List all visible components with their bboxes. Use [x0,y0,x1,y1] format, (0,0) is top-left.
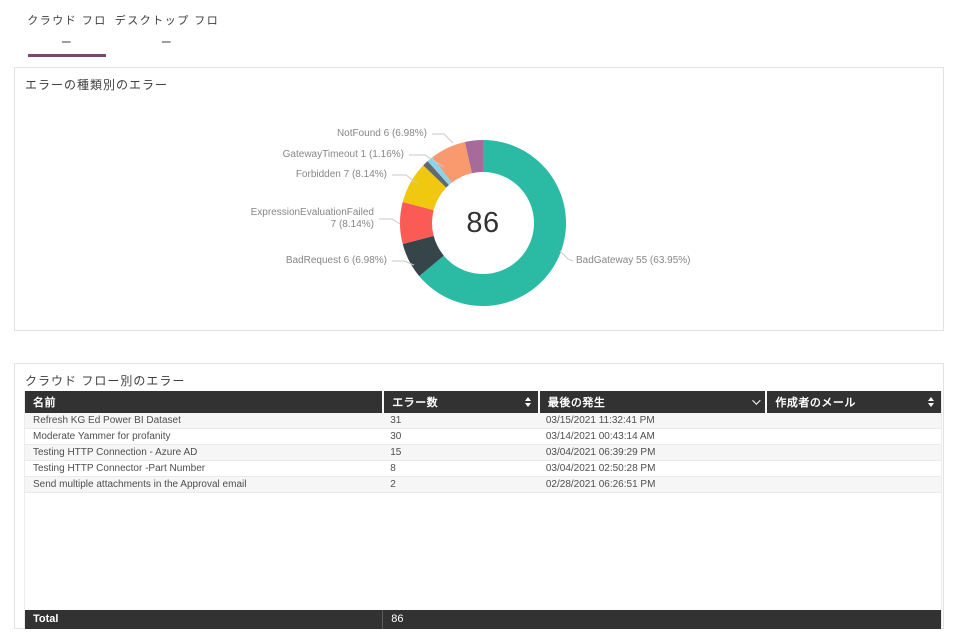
column-header-creator-email[interactable]: 作成者のメール [765,391,941,413]
donut-callout-label: GatewayTimeout 1 (1.16%) [282,149,404,160]
cell-name: Testing HTTP Connection - Azure AD [33,447,198,458]
label-leader-line [392,260,415,266]
chart-card-title: エラーの種類別のエラー [25,78,169,92]
cell-name: Moderate Yammer for profanity [33,431,171,442]
tab-desktop-flows[interactable]: デスクトップ フロー [114,15,220,49]
tab-cloud-flows[interactable]: クラウド フロー [27,15,107,49]
column-header-label: エラー数 [392,397,439,409]
errors-table: 名前 エラー数 最後の発生 作成者のメール Refresh KG Ed Power B… [24,391,942,629]
sort-arrows-icon[interactable] [524,397,531,407]
donut-segment-unlabeled-2[interactable] [464,140,483,174]
cell-creator-email [765,461,941,476]
cell-errors: 30 [390,431,402,442]
table-total-row: Total 86 [25,610,941,629]
cell-creator-email [765,445,941,460]
table-row[interactable]: Testing HTTP Connection - Azure AD 15 03/0… [25,445,941,461]
donut-center-total: 86 [466,207,500,239]
cell-errors: 8 [390,463,396,474]
active-tab-indicator [28,54,106,57]
label-leader-line [379,218,401,225]
column-header-name[interactable]: 名前 [25,391,382,413]
table-card-title: クラウド フロー別のエラー [25,374,186,388]
donut-segment-NotFound[interactable] [432,141,472,183]
donut-callout-label: ExpressionEvaluationFailed 7 (8.14%) [250,207,374,230]
errors-by-type-card: エラーの種類別のエラー NotFound 6 (6.98%) GatewayTim… [14,67,944,331]
table-row[interactable]: Testing HTTP Connector -Part Number 8 03/0… [25,461,941,477]
cell-creator-email [765,477,941,492]
column-header-label: 名前 [33,397,56,409]
sort-arrows-icon[interactable] [927,397,934,407]
total-label: Total [33,613,59,625]
cell-name: Testing HTTP Connector -Part Number [33,463,206,474]
cell-creator-email [765,429,941,444]
donut-segment-BadGateway[interactable] [419,140,567,306]
cell-last-occurrence: 02/28/2021 06:26:51 PM [545,479,656,490]
table-body: Refresh KG Ed Power BI Dataset 31 03/15/20… [25,413,941,493]
cell-name: Send multiple attachments in the Approva… [33,479,247,490]
cell-errors: 15 [390,447,402,458]
cell-errors: 2 [390,479,396,490]
label-leader-line [409,154,445,168]
total-errors-value: 86 [382,610,538,629]
donut-callout-label: NotFound 6 (6.98%) [336,128,427,139]
total-last-empty [538,610,766,629]
table-row[interactable]: Send multiple attachments in the Approva… [25,477,941,493]
table-header-row: 名前 エラー数 最後の発生 作成者のメール [25,391,941,413]
column-header-errors[interactable]: エラー数 [382,391,538,413]
cell-last-occurrence: 03/14/2021 00:43:14 AM [545,431,655,442]
column-header-label: 作成者のメール [775,397,856,409]
label-leader-line [559,250,574,262]
cell-last-occurrence: 03/04/2021 02:50:28 PM [545,463,656,474]
label-leader-line [432,133,454,144]
chevron-down-icon[interactable] [752,396,762,405]
donut-callout-label: BadGateway 55 (63.95%) [576,255,691,266]
cell-last-occurrence: 03/15/2021 11:32:41 PM [545,415,655,426]
cell-errors: 31 [390,415,402,426]
cell-creator-email [765,413,941,428]
donut-callout-label: BadRequest 6 (6.98%) [285,255,387,266]
table-row[interactable]: Moderate Yammer for profanity 30 03/14/202… [25,429,941,445]
label-leader-line [392,174,419,185]
donut-callout-label: Forbidden 7 (8.14%) [295,169,387,180]
column-header-label: 最後の発生 [547,397,606,409]
donut-segment-Forbidden[interactable] [402,165,447,211]
donut-segment-GatewayTimeout[interactable] [423,161,449,188]
total-email-empty [765,610,941,629]
donut-segment-unlabeled-1[interactable] [427,157,452,186]
table-row[interactable]: Refresh KG Ed Power BI Dataset 31 03/15/20… [25,413,941,429]
errors-by-flow-card: クラウド フロー別のエラー 名前 エラー数 最後の発生 作成者のメール Refresh… [14,363,944,629]
donut-chart[interactable] [15,68,945,332]
cell-name: Refresh KG Ed Power BI Dataset [33,415,181,426]
donut-segment-BadRequest[interactable] [402,235,444,277]
column-header-last-occurrence[interactable]: 最後の発生 [537,391,766,413]
donut-segment-ExpressionEvaluationFailed[interactable] [400,202,434,244]
cell-last-occurrence: 03/04/2021 06:39:29 PM [545,447,656,458]
